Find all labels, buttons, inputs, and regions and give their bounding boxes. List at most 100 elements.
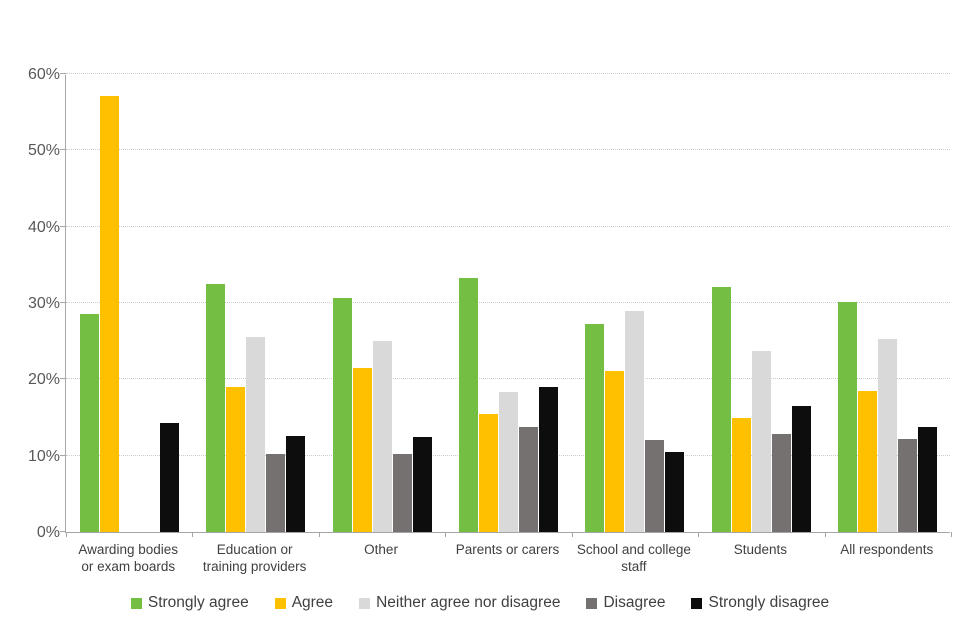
y-axis-tick	[60, 378, 66, 380]
x-category-label-awarding-bodies-or-exam-boards: Awarding bodies or exam boards	[55, 541, 201, 575]
y-tick-label: 50%	[27, 142, 60, 160]
bar-strongly-disagree	[412, 436, 432, 532]
y-axis-tick	[60, 454, 66, 456]
gridline-50	[66, 149, 950, 151]
y-tick-label: 30%	[27, 295, 60, 312]
bar-strongly-disagree	[159, 422, 179, 532]
bar-agree	[858, 390, 878, 532]
plot-area	[60, 73, 952, 537]
x-category-label-parents-or-carers: Parents or carers	[434, 541, 580, 558]
bar-agree	[478, 413, 498, 532]
bar-strongly-agree	[711, 286, 731, 532]
legend-item-disagree: Disagree	[586, 594, 665, 612]
legend-label: Strongly disagree	[708, 594, 830, 611]
x-category-label-all-respondents: All respondents	[814, 541, 960, 558]
y-axis-tick	[60, 531, 66, 532]
x-category-label-line: Parents or carers	[455, 542, 560, 557]
bar-strongly-disagree	[538, 386, 558, 532]
bar-strongly-agree	[79, 313, 99, 532]
legend-label: Strongly agree	[147, 594, 249, 611]
legend: Strongly agree Agree Neither agree nor dis…	[0, 594, 960, 612]
x-category-label-line: Awarding bodies	[78, 542, 178, 557]
bar-group-awarding-bodies-or-exam-boards	[66, 75, 192, 532]
bar-neither-agree-nor-disagree	[498, 391, 518, 532]
legend-item-strongly-disagree: Strongly disagree	[691, 594, 829, 612]
bar-agree	[226, 386, 246, 532]
bar-agree	[352, 367, 372, 532]
gridline-30	[66, 302, 950, 303]
bar-disagree	[645, 440, 665, 532]
y-axis-tick	[60, 225, 66, 227]
bar-agree	[605, 370, 625, 532]
bar-disagree	[392, 454, 412, 532]
bar-disagree	[518, 427, 538, 532]
x-category-label-line: training providers	[202, 559, 307, 574]
x-category-label-education-or-training-providers: Education or training providers	[181, 541, 327, 575]
x-category-label-students: Students	[687, 541, 833, 558]
bar-group-school-and-college-staff	[572, 75, 698, 532]
bar-group-parents-or-carers	[445, 75, 571, 532]
y-tick-label: 20%	[27, 371, 60, 389]
gridline-60	[66, 73, 950, 74]
x-category-label-other: Other	[308, 541, 454, 558]
bar-neither-agree-nor-disagree	[372, 341, 392, 532]
bar-agree	[99, 96, 119, 532]
bar-strongly-agree	[206, 283, 226, 532]
y-axis-tick	[60, 73, 66, 74]
bar-neither-agree-nor-disagree	[246, 337, 266, 532]
y-tick-label: 60%	[27, 66, 60, 83]
x-category-label-line: Students	[733, 542, 787, 557]
bar-neither-agree-nor-disagree	[878, 338, 898, 532]
x-axis-tick	[318, 532, 320, 537]
x-category-label-school-and-college-staff: School and college staff	[561, 541, 707, 575]
bar-strongly-agree	[585, 323, 605, 532]
legend-swatch-icon	[586, 597, 598, 609]
bar-group-other	[319, 75, 445, 532]
x-category-label-line: School and college	[576, 542, 691, 557]
x-axis-tick	[192, 532, 194, 537]
gridline-20	[66, 378, 950, 380]
bar-disagree	[266, 454, 286, 532]
x-axis-tick	[66, 532, 67, 537]
legend-swatch-icon	[359, 597, 371, 609]
legend-item-neither-agree-nor-disagree: Neither agree nor disagree	[359, 594, 560, 612]
y-tick-label: 40%	[27, 218, 60, 236]
legend-swatch-icon	[130, 597, 142, 609]
bar-group-education-or-training-providers	[192, 75, 318, 532]
bar-disagree	[771, 434, 791, 532]
bar-group-students	[698, 75, 824, 532]
bar-strongly-disagree	[665, 451, 685, 532]
x-axis-tick	[445, 532, 447, 537]
x-axis-tick	[571, 532, 573, 537]
x-axis-tick	[824, 532, 826, 537]
y-axis-tick	[60, 149, 66, 151]
x-category-label-line: or exam boards	[81, 559, 176, 574]
legend-label: Disagree	[603, 594, 666, 611]
x-category-label-line: staff	[621, 559, 647, 574]
bar-strongly-agree	[332, 298, 352, 532]
x-category-label-line: All respondents	[840, 542, 934, 557]
x-axis-tick	[698, 532, 700, 537]
bar-disagree	[898, 438, 918, 532]
bar-neither-agree-nor-disagree	[625, 310, 645, 532]
bar-strongly-agree	[458, 277, 478, 532]
bar-group-all-respondents	[825, 75, 951, 532]
bar-agree	[731, 418, 751, 532]
bar-strongly-agree	[838, 302, 858, 532]
legend-item-agree: Agree	[274, 594, 334, 612]
x-category-label-line: Education or	[216, 542, 293, 557]
x-category-label-line: Other	[364, 542, 398, 557]
gridline-40	[66, 225, 950, 227]
bar-strongly-disagree	[791, 406, 811, 532]
y-tick-label: 10%	[27, 447, 60, 465]
legend-label: Agree	[291, 594, 334, 611]
legend-label: Neither agree nor disagree	[376, 594, 561, 611]
bar-strongly-disagree	[918, 427, 938, 532]
y-axis-tick	[60, 302, 66, 303]
legend-swatch-icon	[691, 597, 703, 609]
legend-item-strongly-agree: Strongly agree	[130, 594, 249, 612]
legend-swatch-icon	[274, 597, 286, 609]
bar-neither-agree-nor-disagree	[751, 351, 771, 532]
y-tick-label: 0%	[36, 524, 60, 541]
